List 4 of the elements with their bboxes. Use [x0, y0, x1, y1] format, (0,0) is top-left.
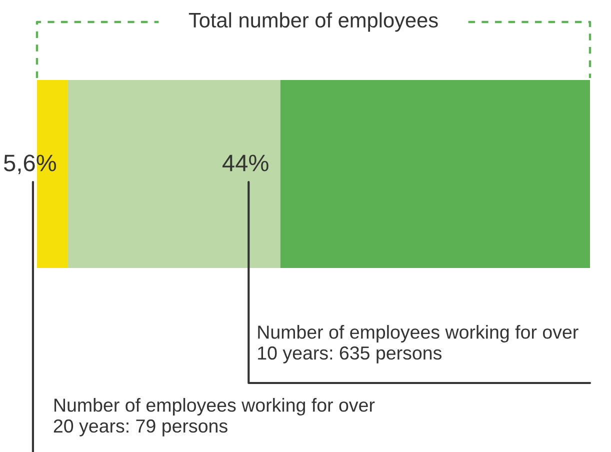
annotation: 44%: [222, 154, 268, 172]
text: Number of employees working for over 10 years: 635 persons: [258, 325, 578, 364]
text: Number of employees working for over 20 years: 79 persons: [54, 398, 375, 436]
chart-title: Total number of employees: [188, 12, 438, 32]
